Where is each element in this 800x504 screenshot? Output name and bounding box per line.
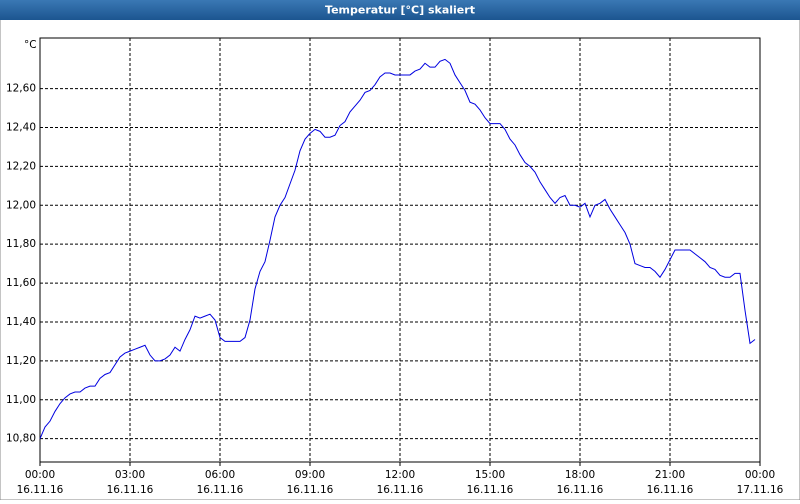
y-tick-label: 11,60 xyxy=(6,277,36,289)
y-tick-label: 10,80 xyxy=(6,433,36,445)
y-tick-label: 12,20 xyxy=(6,160,36,172)
x-tick-date: 16.11.16 xyxy=(17,484,64,496)
y-unit: °C xyxy=(24,39,37,51)
y-tick-label: 11,00 xyxy=(6,394,36,406)
x-tick-date: 16.11.16 xyxy=(647,484,694,496)
y-tick-label: 12,40 xyxy=(6,121,36,133)
x-tick-label: 09:00 xyxy=(295,469,325,481)
y-tick-label: 11,20 xyxy=(6,355,36,367)
chart-title: Temperatur [°C] skaliert xyxy=(325,4,475,17)
y-tick-label: 11,80 xyxy=(6,238,36,250)
temperature-line xyxy=(39,58,756,439)
y-tick-label: 12,00 xyxy=(6,199,36,211)
x-tick-label: 00:00 xyxy=(25,469,55,481)
x-tick-date: 16.11.16 xyxy=(377,484,424,496)
x-tick-date: 16.11.16 xyxy=(287,484,334,496)
x-tick-date: 16.11.16 xyxy=(107,484,154,496)
x-tick-label: 03:00 xyxy=(115,469,145,481)
x-tick-date: 16.11.16 xyxy=(557,484,604,496)
x-tick-label: 18:00 xyxy=(565,469,595,481)
x-tick-label: 00:00 xyxy=(745,469,775,481)
x-tick-date: 17.11.16 xyxy=(737,484,784,496)
x-tick-date: 16.11.16 xyxy=(467,484,514,496)
x-tick-label: 12:00 xyxy=(385,469,415,481)
x-tick-label: 06:00 xyxy=(205,469,235,481)
x-tick-label: 15:00 xyxy=(475,469,505,481)
y-tick-label: 11,40 xyxy=(6,316,36,328)
x-tick-date: 16.11.16 xyxy=(197,484,244,496)
x-tick-label: 21:00 xyxy=(655,469,685,481)
y-tick-label: 12,60 xyxy=(6,83,36,95)
title-bar xyxy=(0,0,800,20)
